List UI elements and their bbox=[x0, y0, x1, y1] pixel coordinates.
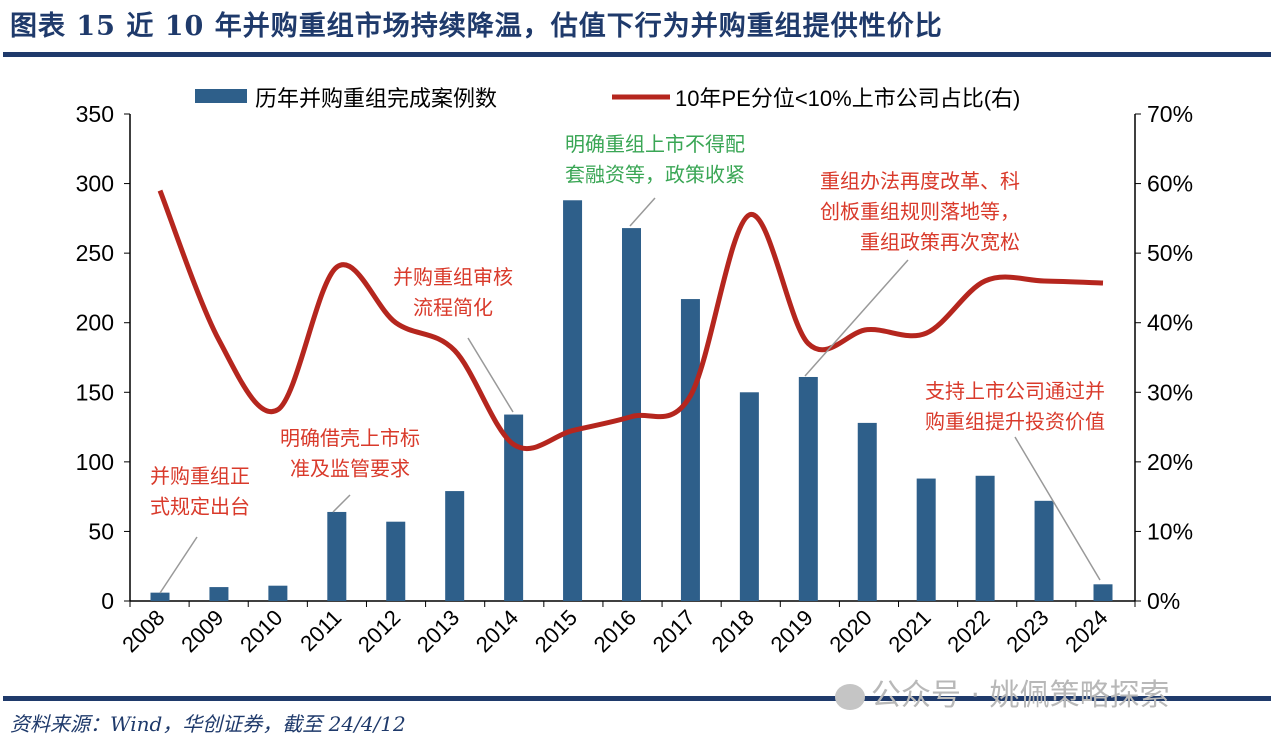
x-tick-label: 2009 bbox=[176, 605, 228, 657]
annotation-text-2011: 准及监管要求 bbox=[290, 458, 410, 481]
footer-divider bbox=[3, 696, 1271, 701]
bar-2022 bbox=[975, 475, 995, 601]
annotation-leader-2008 bbox=[159, 536, 198, 594]
left-tick-label: 0 bbox=[101, 588, 114, 614]
source-note: 资料来源：Wind，华创证券，截至 24/4/12 bbox=[10, 712, 406, 736]
bar-2017 bbox=[680, 299, 700, 601]
annotation-leader-2011 bbox=[332, 494, 351, 513]
x-tick-label: 2014 bbox=[471, 605, 523, 657]
bar-2012 bbox=[386, 521, 406, 601]
right-tick-label: 30% bbox=[1147, 379, 1193, 405]
left-tick-label: 300 bbox=[76, 171, 114, 197]
annotation-leader-2016 bbox=[629, 197, 656, 227]
x-tick-label: 2022 bbox=[942, 605, 994, 657]
watermark-text: 公众号 · 姚佩策略探索 bbox=[871, 678, 1170, 713]
legend-bar-swatch bbox=[195, 89, 247, 103]
x-tick-label: 2020 bbox=[824, 605, 876, 657]
bar-2019 bbox=[798, 376, 818, 601]
x-tick-label: 2016 bbox=[589, 605, 641, 657]
chart: 0 50 100 150 200 250 300 350 0% 10% 20% 30% 40% 50% 60… bbox=[76, 86, 1193, 657]
annotation-text-2019: 重组办法再度改革、科 bbox=[820, 170, 1020, 193]
title-divider bbox=[3, 52, 1271, 57]
bar-2013 bbox=[445, 491, 465, 601]
left-tick-label: 150 bbox=[76, 379, 114, 405]
x-tick-label: 2021 bbox=[883, 605, 935, 657]
bar-2020 bbox=[857, 422, 877, 601]
bar-2024 bbox=[1093, 584, 1113, 601]
watermark: 公众号 · 姚佩策略探索 bbox=[835, 670, 1170, 714]
legend-line-label: 10年PE分位<10%上市公司占比(右) bbox=[675, 86, 1020, 111]
right-tick-label: 60% bbox=[1147, 171, 1193, 197]
left-tick-label: 100 bbox=[76, 449, 114, 475]
annotation-leader-2014 bbox=[467, 337, 514, 413]
page-title: 图表 15 近 10 年并购重组市场持续降温，估值下行为并购重组提供性价比 bbox=[10, 11, 943, 42]
right-tick-label: 40% bbox=[1147, 310, 1193, 336]
right-tick-label: 10% bbox=[1147, 518, 1193, 544]
x-tick-label: 2011 bbox=[295, 605, 346, 656]
x-tick-label: 2024 bbox=[1060, 605, 1112, 657]
x-tick-label: 2017 bbox=[648, 605, 700, 657]
annotation-leader-2019 bbox=[804, 259, 909, 377]
annotation-text-2019: 重组政策再次宽松 bbox=[860, 231, 1020, 254]
annotation-text-2019: 创板重组规则落地等， bbox=[820, 201, 1020, 224]
bar-2010 bbox=[268, 585, 288, 601]
pe-share-line bbox=[157, 189, 1104, 452]
right-tick-label: 0% bbox=[1147, 588, 1180, 614]
x-tick-label: 2013 bbox=[412, 605, 464, 657]
x-tick-label: 2023 bbox=[1001, 605, 1053, 657]
annotation-text-2024: 购重组提升投资价值 bbox=[925, 411, 1105, 434]
x-tick-label: 2018 bbox=[707, 605, 759, 657]
bar-2009 bbox=[209, 587, 229, 601]
wechat-icon bbox=[835, 683, 865, 710]
annotation-text-2014: 并购重组审核 bbox=[393, 266, 513, 289]
annotation-text-2016: 明确重组上市不得配 bbox=[565, 133, 745, 156]
annotation-text-2014: 流程简化 bbox=[413, 297, 493, 320]
left-tick-label: 350 bbox=[76, 101, 114, 127]
annotation-text-2011: 明确借壳上市标 bbox=[280, 427, 420, 450]
annotation-text-2024: 支持上市公司通过并 bbox=[925, 380, 1105, 403]
x-tick-label: 2015 bbox=[530, 605, 582, 657]
right-tick-label: 50% bbox=[1147, 240, 1193, 266]
x-tick-label: 2010 bbox=[235, 605, 287, 657]
annotation-text-2016: 套融资等，政策收紧 bbox=[565, 164, 745, 187]
x-tick-label: 2008 bbox=[117, 605, 169, 657]
annotation-leader-2024 bbox=[1014, 436, 1101, 581]
left-tick-label: 200 bbox=[76, 310, 114, 336]
x-tick-label: 2012 bbox=[353, 605, 405, 657]
left-tick-label: 250 bbox=[76, 240, 114, 266]
right-tick-label: 70% bbox=[1147, 101, 1193, 127]
left-tick-label: 50 bbox=[88, 518, 114, 544]
bar-2021 bbox=[916, 478, 936, 601]
annotation-text-2008: 式规定出台 bbox=[150, 496, 250, 519]
bar-2011 bbox=[327, 511, 347, 601]
annotation-text-2008: 并购重组正 bbox=[150, 465, 250, 488]
bar-2014 bbox=[504, 414, 524, 601]
bar-2018 bbox=[739, 392, 759, 601]
right-tick-label: 20% bbox=[1147, 449, 1193, 475]
legend-bar-label: 历年并购重组完成案例数 bbox=[255, 86, 497, 111]
bar-2008 bbox=[150, 592, 170, 601]
bar-2015 bbox=[563, 200, 583, 602]
x-tick-label: 2019 bbox=[766, 605, 818, 657]
bar-2023 bbox=[1034, 500, 1054, 601]
